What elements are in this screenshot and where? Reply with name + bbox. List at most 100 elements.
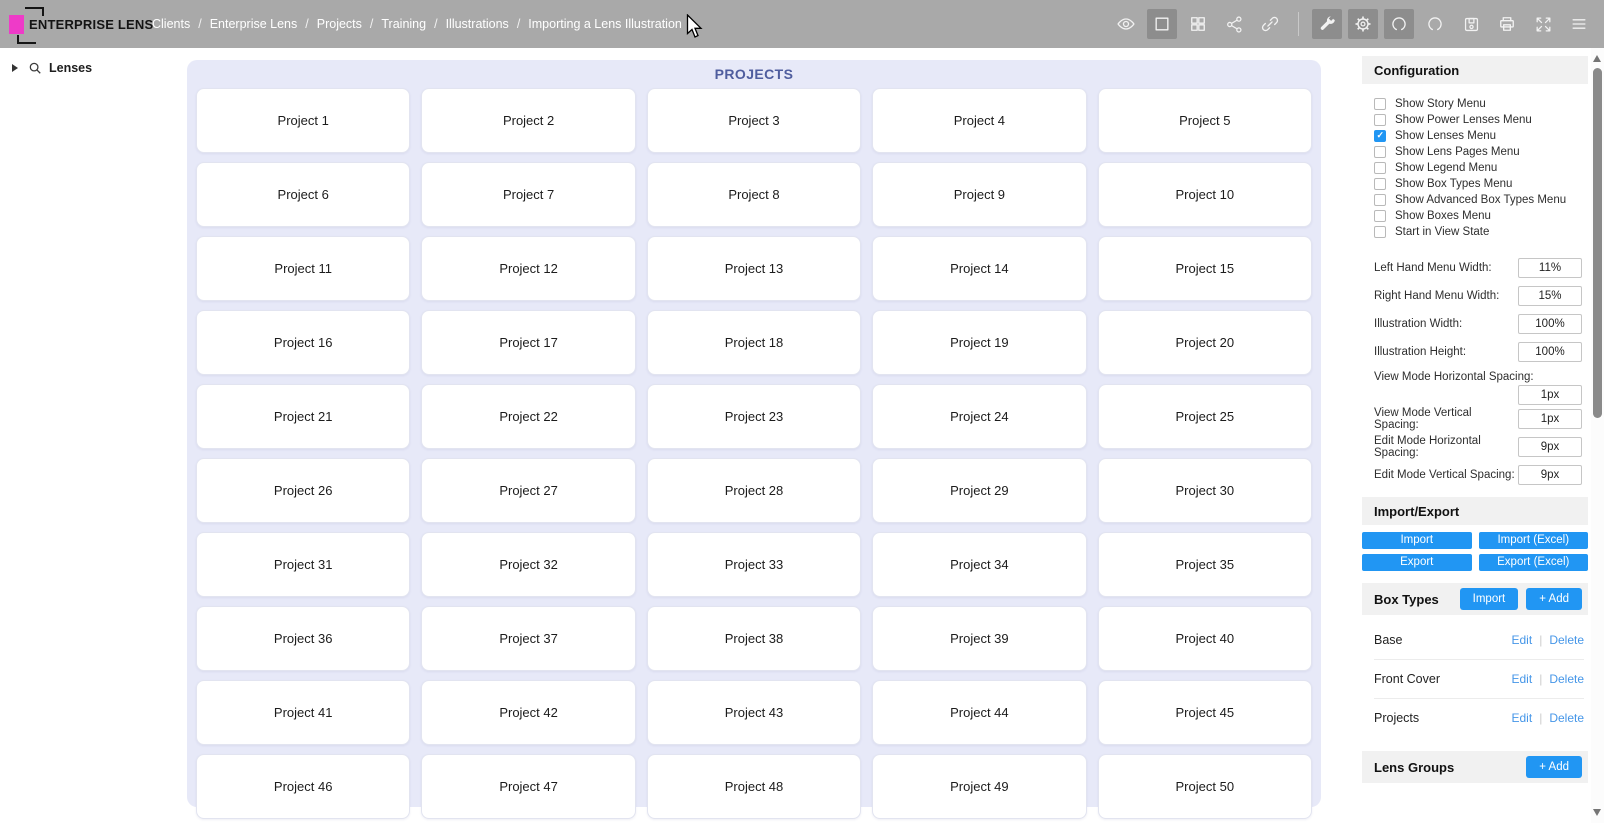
export-button[interactable]: Export xyxy=(1362,554,1472,571)
project-card[interactable]: Project 35 xyxy=(1097,532,1312,597)
undo-icon[interactable] xyxy=(1384,9,1414,39)
project-card[interactable]: Project 38 xyxy=(646,606,862,671)
field-input[interactable] xyxy=(1518,465,1582,485)
project-card[interactable]: Project 8 xyxy=(646,162,862,227)
project-card[interactable]: Project 13 xyxy=(646,236,862,301)
field-input[interactable] xyxy=(1518,385,1582,405)
import-button[interactable]: Import xyxy=(1362,532,1472,549)
project-card[interactable]: Project 2 xyxy=(421,88,636,153)
project-card[interactable]: Project 4 xyxy=(872,88,1087,153)
checkbox-row[interactable]: Show Legend Menu xyxy=(1374,160,1588,176)
project-card[interactable]: Project 1 xyxy=(196,88,411,153)
project-card[interactable]: Project 20 xyxy=(1097,310,1312,375)
field-input[interactable] xyxy=(1518,342,1582,362)
field-input[interactable] xyxy=(1518,409,1582,429)
project-card[interactable]: Project 36 xyxy=(196,606,411,671)
project-card[interactable]: Project 44 xyxy=(872,680,1087,745)
scroll-up-arrow-icon[interactable] xyxy=(1593,55,1601,62)
project-card[interactable]: Project 10 xyxy=(1097,162,1312,227)
expand-triangle-icon[interactable] xyxy=(12,64,18,72)
checkbox-unchecked[interactable] xyxy=(1374,194,1386,206)
project-card[interactable]: Project 39 xyxy=(872,606,1087,671)
project-card[interactable]: Project 19 xyxy=(872,310,1087,375)
delete-link[interactable]: Delete xyxy=(1549,672,1584,686)
project-card[interactable]: Project 16 xyxy=(196,310,411,375)
edit-link[interactable]: Edit xyxy=(1511,672,1533,686)
project-card[interactable]: Project 23 xyxy=(646,384,862,449)
print-icon[interactable] xyxy=(1492,9,1522,39)
project-card[interactable]: Project 40 xyxy=(1097,606,1312,671)
checkbox-row[interactable]: Show Lenses Menu xyxy=(1374,128,1588,144)
project-card[interactable]: Project 27 xyxy=(421,458,636,523)
project-card[interactable]: Project 12 xyxy=(421,236,636,301)
breadcrumb-item[interactable]: Enterprise Lens xyxy=(209,17,298,31)
project-card[interactable]: Project 31 xyxy=(196,532,411,597)
checkbox-checked[interactable] xyxy=(1374,130,1386,142)
project-card[interactable]: Project 47 xyxy=(421,754,636,819)
field-input[interactable] xyxy=(1518,286,1582,306)
box-types-add-button[interactable]: + Add xyxy=(1526,588,1582,610)
edit-link[interactable]: Edit xyxy=(1511,711,1533,725)
project-card[interactable]: Project 41 xyxy=(196,680,411,745)
scrollbar-thumb[interactable] xyxy=(1593,68,1602,418)
project-card[interactable]: Project 3 xyxy=(646,88,862,153)
grid-icon[interactable] xyxy=(1183,9,1213,39)
box-types-import-button[interactable]: Import xyxy=(1459,588,1519,610)
edit-link[interactable]: Edit xyxy=(1511,633,1533,647)
save-icon[interactable] xyxy=(1456,9,1486,39)
checkbox-unchecked[interactable] xyxy=(1374,146,1386,158)
project-card[interactable]: Project 25 xyxy=(1097,384,1312,449)
export-excel-button[interactable]: Export (Excel) xyxy=(1478,554,1588,571)
import-excel-button[interactable]: Import (Excel) xyxy=(1478,532,1588,549)
checkbox-row[interactable]: Show Power Lenses Menu xyxy=(1374,112,1588,128)
checkbox-row[interactable]: Show Story Menu xyxy=(1374,96,1588,112)
project-card[interactable]: Project 14 xyxy=(872,236,1087,301)
delete-link[interactable]: Delete xyxy=(1549,711,1584,725)
menu-icon[interactable] xyxy=(1564,9,1594,39)
field-input[interactable] xyxy=(1518,258,1582,278)
project-card[interactable]: Project 22 xyxy=(421,384,636,449)
project-card[interactable]: Project 29 xyxy=(872,458,1087,523)
app-logo[interactable]: ENTERPRISE LENS xyxy=(0,0,153,48)
checkbox-unchecked[interactable] xyxy=(1374,98,1386,110)
project-card[interactable]: Project 26 xyxy=(196,458,411,523)
checkbox-row[interactable]: Show Box Types Menu xyxy=(1374,176,1588,192)
checkbox-unchecked[interactable] xyxy=(1374,210,1386,222)
checkbox-row[interactable]: Show Advanced Box Types Menu xyxy=(1374,192,1588,208)
project-card[interactable]: Project 32 xyxy=(421,532,636,597)
checkbox-unchecked[interactable] xyxy=(1374,114,1386,126)
wrench-icon[interactable] xyxy=(1312,9,1342,39)
checkbox-row[interactable]: Start in View State xyxy=(1374,224,1588,240)
share-icon[interactable] xyxy=(1219,9,1249,39)
project-card[interactable]: Project 15 xyxy=(1097,236,1312,301)
project-card[interactable]: Project 42 xyxy=(421,680,636,745)
project-card[interactable]: Project 28 xyxy=(646,458,862,523)
field-input[interactable] xyxy=(1518,437,1582,457)
project-card[interactable]: Project 30 xyxy=(1097,458,1312,523)
project-card[interactable]: Project 18 xyxy=(646,310,862,375)
breadcrumb-item[interactable]: Importing a Lens Illustration xyxy=(528,17,682,31)
project-card[interactable]: Project 5 xyxy=(1097,88,1312,153)
project-card[interactable]: Project 43 xyxy=(646,680,862,745)
breadcrumb-item[interactable]: Training xyxy=(381,17,427,31)
checkbox-row[interactable]: Show Lens Pages Menu xyxy=(1374,144,1588,160)
project-card[interactable]: Project 21 xyxy=(196,384,411,449)
checkbox-unchecked[interactable] xyxy=(1374,162,1386,174)
checkbox-unchecked[interactable] xyxy=(1374,178,1386,190)
delete-link[interactable]: Delete xyxy=(1549,633,1584,647)
sidebar-item-lenses[interactable]: Lenses xyxy=(0,48,186,75)
project-card[interactable]: Project 34 xyxy=(872,532,1087,597)
project-card[interactable]: Project 33 xyxy=(646,532,862,597)
breadcrumb-item[interactable]: Projects xyxy=(316,17,362,31)
project-card[interactable]: Project 37 xyxy=(421,606,636,671)
view-square-icon[interactable] xyxy=(1147,9,1177,39)
redo-icon[interactable] xyxy=(1420,9,1450,39)
breadcrumb-item[interactable]: Clients xyxy=(152,17,191,31)
checkbox-row[interactable]: Show Boxes Menu xyxy=(1374,208,1588,224)
project-card[interactable]: Project 6 xyxy=(196,162,411,227)
scroll-down-arrow-icon[interactable] xyxy=(1593,809,1601,816)
lens-groups-add-button[interactable]: + Add xyxy=(1526,756,1582,778)
project-card[interactable]: Project 46 xyxy=(196,754,411,819)
project-card[interactable]: Project 17 xyxy=(421,310,636,375)
project-card[interactable]: Project 24 xyxy=(872,384,1087,449)
